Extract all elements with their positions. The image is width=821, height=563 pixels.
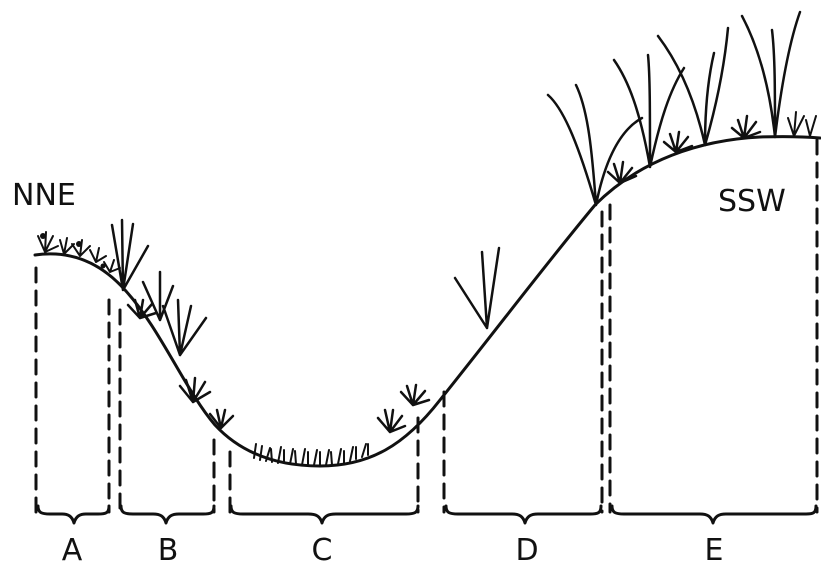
vegetation-crest-plants [37, 111, 817, 273]
tall-grass-tuft [161, 298, 208, 357]
tall-grass-tuft [740, 10, 802, 139]
rosette-tussock [376, 408, 407, 434]
zone-label-a: A [62, 533, 83, 563]
plant-bud [76, 241, 82, 247]
tall-grass-tuft [546, 83, 644, 207]
zone-label-b: B [158, 533, 179, 563]
low-grass-band [253, 443, 369, 466]
rosette-tussock [730, 114, 762, 140]
rosette-tussock [662, 130, 694, 154]
rosette-tussock [178, 376, 212, 404]
vegetation-low-grass [253, 443, 369, 466]
zone-label-e: E [705, 533, 724, 563]
tall-grass-tuft [453, 246, 501, 330]
bracket-a [36, 504, 111, 525]
small-plant [103, 259, 121, 273]
rosette-tussock [126, 298, 158, 320]
tall-grass-tuft [110, 218, 150, 292]
zone-boundaries [34, 138, 819, 514]
small-plant [59, 237, 75, 255]
label-ssw: SSW [718, 184, 786, 219]
plant-bud [100, 263, 106, 269]
tall-grass-tuft [656, 26, 730, 147]
plant-bud [40, 233, 46, 239]
tall-grass-tuft [612, 53, 686, 169]
vegetation-tall-grass [110, 10, 802, 357]
vegetation-rosettes [126, 114, 762, 434]
bracket-e [610, 504, 818, 525]
bracket-b [119, 504, 216, 525]
label-nne: NNE [12, 178, 76, 213]
small-plant [89, 247, 107, 263]
rosette-tussock [399, 383, 431, 407]
bracket-d [444, 504, 603, 525]
zone-brackets [36, 504, 818, 525]
zone-label-c: C [312, 533, 333, 563]
zone-label-d: D [515, 533, 538, 563]
small-plant [787, 111, 817, 137]
rosette-tussock [208, 408, 235, 430]
rosette-tussock [606, 160, 638, 185]
bracket-c [229, 504, 420, 525]
tall-grass-tuft [141, 270, 175, 322]
small-plant [37, 231, 59, 253]
crest-plant-dots [40, 233, 106, 269]
